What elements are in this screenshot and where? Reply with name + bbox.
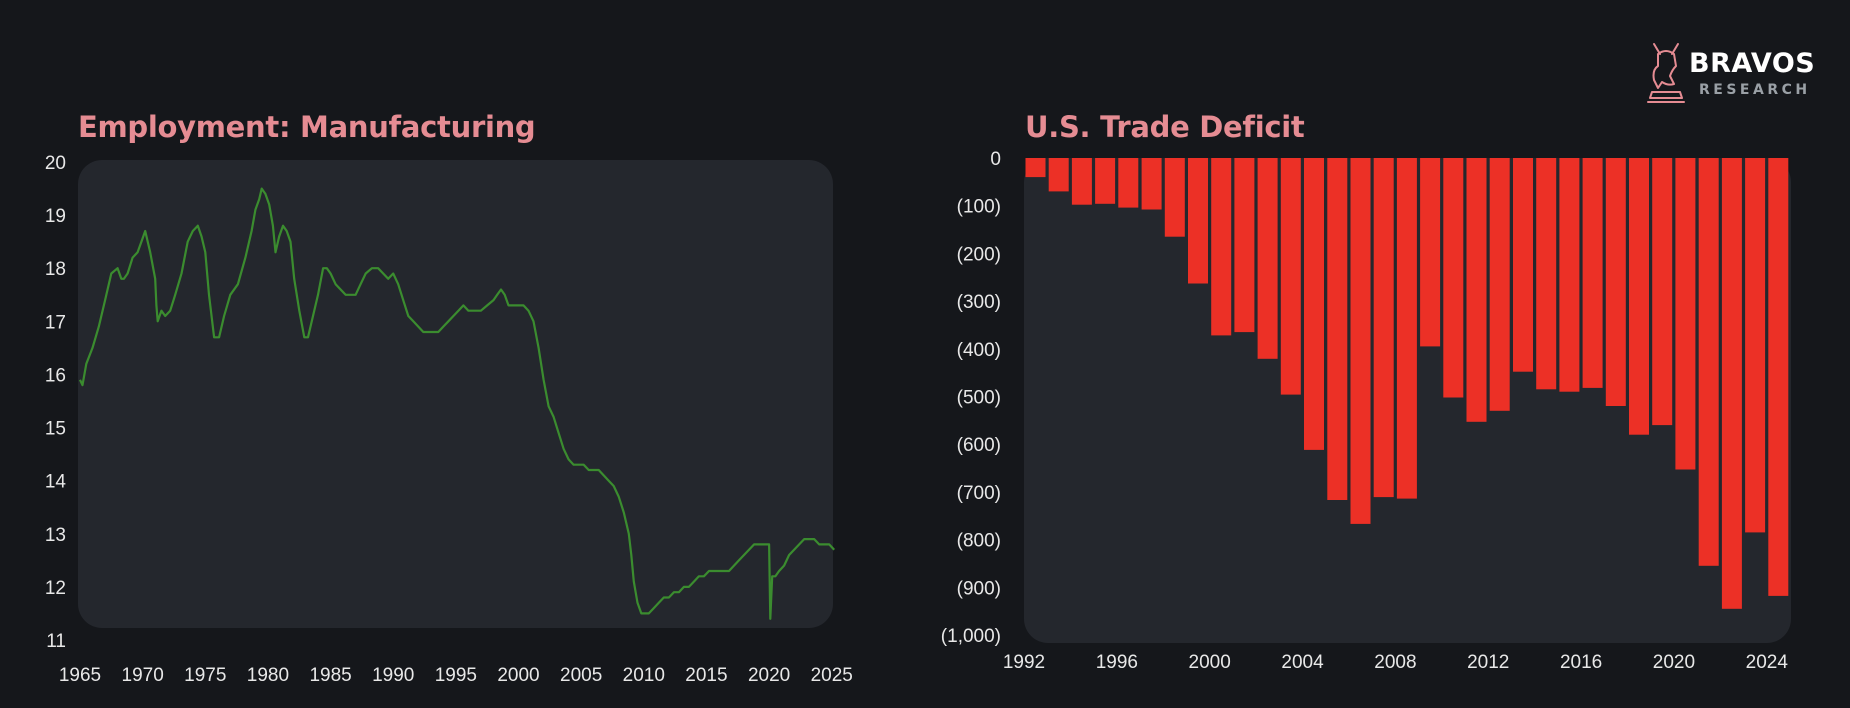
trade-deficit-bar xyxy=(1234,158,1255,333)
trade-deficit-bar xyxy=(1211,158,1232,336)
trade-deficit-bar xyxy=(1629,158,1649,435)
trade-deficit-bar xyxy=(1513,158,1533,372)
trade-deficit-bar xyxy=(1652,158,1673,426)
trade-deficit-y-tick-label: (100) xyxy=(957,197,1001,218)
trade-deficit-bar xyxy=(1257,158,1278,359)
brand-subtitle: RESEARCH xyxy=(1699,82,1811,98)
employment-x-tick-label: 1970 xyxy=(122,665,164,686)
trade-deficit-y-tick-label: (700) xyxy=(957,483,1001,504)
trade-deficit-x-tick-label: 2008 xyxy=(1374,652,1416,673)
trade-deficit-bar xyxy=(1188,158,1208,284)
trade-deficit-x-tick-label: 2000 xyxy=(1189,652,1231,673)
trade-deficit-bar xyxy=(1582,158,1603,388)
employment-y-tick-label: 17 xyxy=(45,312,66,333)
trade-deficit-y-tick-label: (800) xyxy=(957,531,1001,552)
trade-deficit-y-tick-label: (500) xyxy=(957,388,1001,409)
trade-deficit-bar xyxy=(1048,158,1069,192)
employment-chart: 11 12 13 14 15 16 17 18 19 20 1965 1970 1975 1980 1985… xyxy=(45,153,853,686)
employment-y-tick-label: 15 xyxy=(45,419,66,440)
employment-y-tick-label: 14 xyxy=(45,472,67,493)
employment-x-tick-label: 2000 xyxy=(497,665,539,686)
trade-deficit-bar xyxy=(1698,158,1719,566)
trade-deficit-bar xyxy=(1118,158,1139,208)
employment-y-tick-label: 18 xyxy=(45,259,66,280)
trade-deficit-bar xyxy=(1768,158,1789,596)
trade-deficit-bar xyxy=(1141,158,1162,210)
trade-deficit-bar xyxy=(1443,158,1464,398)
employment-y-tick-label: 20 xyxy=(45,153,66,174)
trade-deficit-x-tick-label: 2024 xyxy=(1746,652,1789,673)
trade-deficit-bar xyxy=(1327,158,1348,500)
trade-deficit-x-tick-label: 2020 xyxy=(1653,652,1695,673)
trade-deficit-bar xyxy=(1373,158,1394,498)
trade-deficit-x-tick-label: 2016 xyxy=(1560,652,1602,673)
trade-deficit-bar xyxy=(1721,158,1742,609)
trade-deficit-x-tick-label: 2004 xyxy=(1281,652,1324,673)
employment-y-tick-label: 19 xyxy=(45,206,66,227)
trade-deficit-bar xyxy=(1466,158,1487,422)
trade-deficit-y-tick-label: (600) xyxy=(957,435,1001,456)
employment-x-tick-label: 2010 xyxy=(623,665,665,686)
employment-x-tick-label: 1985 xyxy=(309,665,351,686)
trade-deficit-y-tick-label: (1,000) xyxy=(941,626,1001,647)
trade-deficit-bar xyxy=(1280,158,1301,395)
trade-deficit-bar xyxy=(1559,158,1580,392)
trade-deficit-y-tick-label: 0 xyxy=(990,149,1001,170)
brand-name: BRAVOS xyxy=(1689,48,1816,79)
employment-x-tick-label: 2020 xyxy=(748,665,790,686)
trade-deficit-bar xyxy=(1164,158,1185,237)
trade-deficit-x-tick-label: 1992 xyxy=(1003,652,1045,673)
employment-x-tick-label: 1980 xyxy=(247,665,289,686)
trade-deficit-bar xyxy=(1605,158,1626,406)
employment-y-tick-label: 16 xyxy=(45,365,66,386)
employment-x-tick-label: 2025 xyxy=(811,665,853,686)
trade-deficit-y-tick-label: (400) xyxy=(957,340,1001,361)
employment-x-tick-label: 2015 xyxy=(685,665,727,686)
bull-knight-icon xyxy=(1647,43,1685,103)
trade-deficit-bar xyxy=(1675,158,1696,470)
employment-plot-area xyxy=(78,160,833,628)
employment-x-tick-label: 2005 xyxy=(560,665,602,686)
trade-deficit-bar xyxy=(1396,158,1417,499)
trade-deficit-bar xyxy=(1304,158,1324,450)
employment-y-tick-label: 13 xyxy=(45,525,66,546)
trade-deficit-bar xyxy=(1025,158,1046,178)
trade-deficit-x-tick-label: 1996 xyxy=(1096,652,1138,673)
trade-deficit-bar xyxy=(1536,158,1557,390)
brand-logo: BRAVOS RESEARCH xyxy=(1644,36,1816,114)
employment-series-line xyxy=(79,187,836,620)
employment-x-tick-label: 1975 xyxy=(184,665,226,686)
trade-deficit-bar xyxy=(1420,158,1441,347)
trade-deficit-bar xyxy=(1071,158,1092,205)
trade-deficit-x-tick-label: 2012 xyxy=(1467,652,1509,673)
employment-y-tick-label: 11 xyxy=(46,631,66,652)
trade-deficit-bar xyxy=(1095,158,1116,204)
trade-deficit-chart-title: U.S. Trade Deficit xyxy=(1025,110,1305,144)
employment-x-tick-label: 1965 xyxy=(59,665,101,686)
trade-deficit-bar xyxy=(1745,158,1766,533)
employment-y-tick-label: 12 xyxy=(45,578,66,599)
employment-x-tick-label: 1995 xyxy=(435,665,477,686)
trade-deficit-bar xyxy=(1350,158,1371,524)
trade-deficit-y-tick-label: (300) xyxy=(957,292,1001,313)
trade-deficit-bar xyxy=(1489,158,1510,411)
trade-deficit-y-tick-label: (900) xyxy=(957,578,1001,599)
trade-deficit-y-tick-label: (200) xyxy=(957,244,1001,265)
employment-chart-title: Employment: Manufacturing xyxy=(78,110,536,144)
employment-x-tick-label: 1990 xyxy=(372,665,414,686)
